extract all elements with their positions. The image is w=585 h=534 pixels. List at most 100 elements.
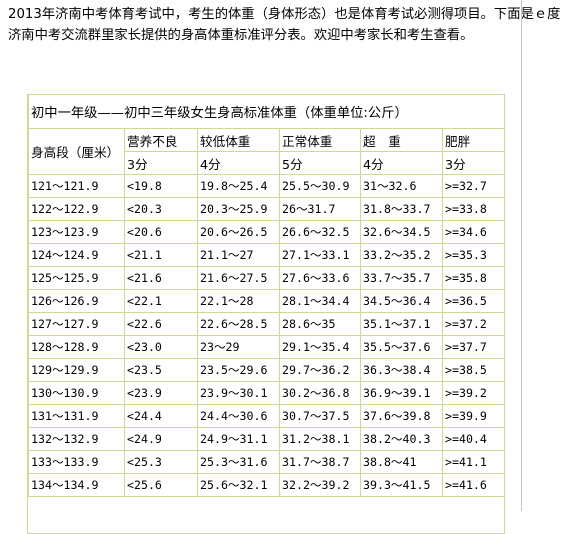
column-header-score: 3分 bbox=[124, 151, 198, 175]
height-range-cell: 129～129.9 bbox=[28, 358, 125, 382]
height-range-cell: 121～121.9 bbox=[28, 174, 125, 198]
weight-range-cell: 31～32.6 bbox=[360, 174, 443, 198]
weight-range-cell: <24.9 bbox=[124, 427, 198, 451]
weight-range-cell: >=37.7 bbox=[441, 335, 504, 359]
weight-range-cell: 31.7～38.7 bbox=[279, 450, 361, 474]
weight-range-cell: 34.5～36.4 bbox=[360, 289, 443, 313]
weight-range-cell: 22.6～28.5 bbox=[197, 312, 280, 336]
table-row: 131～131.9 <24.4 24.4～30.6 30.7～37.5 37.6～39.… bbox=[28, 404, 504, 428]
weight-range-cell: 27.1～33.1 bbox=[279, 243, 361, 267]
table-row: 123～123.9 <20.6 20.6～26.5 26.6～32.5 32.6～34.… bbox=[28, 220, 504, 244]
intro-paragraph: 2013年济南中考体育考试中，考生的体重（身体形态）也是体育考试必测得项目。下面… bbox=[8, 7, 561, 43]
weight-range-cell: <25.6 bbox=[124, 473, 198, 497]
weight-range-cell: <19.8 bbox=[124, 174, 198, 198]
column-header-score: 3分 bbox=[441, 151, 504, 175]
table-row: 125～125.9 <21.6 21.6～27.5 27.6～33.6 33.7～35.… bbox=[28, 266, 504, 290]
weight-range-cell: 20.6～26.5 bbox=[197, 220, 280, 244]
height-range-cell: 130～130.9 bbox=[28, 381, 125, 405]
weight-range-cell: 23.9～30.1 bbox=[197, 381, 280, 405]
weight-range-cell: <20.3 bbox=[124, 197, 198, 221]
weight-range-cell: 29.1～35.4 bbox=[279, 335, 361, 359]
weight-range-cell: >=32.7 bbox=[441, 174, 504, 198]
weight-range-cell: <23.0 bbox=[124, 335, 198, 359]
weight-range-cell: 26～31.7 bbox=[279, 197, 361, 221]
weight-range-cell: <22.1 bbox=[124, 289, 198, 313]
weight-range-cell: 29.7～36.2 bbox=[279, 358, 361, 382]
weight-range-cell: <24.4 bbox=[124, 404, 198, 428]
table-row: 122～122.9 <20.3 20.3～25.9 26～31.7 31.8～33.7 >… bbox=[28, 197, 504, 221]
weight-range-cell: >=35.3 bbox=[441, 243, 504, 267]
weight-range-cell: >=33.8 bbox=[441, 197, 504, 221]
column-header-score: 5分 bbox=[279, 151, 361, 175]
weight-range-cell: <23.9 bbox=[124, 381, 198, 405]
weight-range-cell: 31.8～33.7 bbox=[360, 197, 443, 221]
weight-range-cell: 27.6～33.6 bbox=[279, 266, 361, 290]
weight-range-cell: 36.9～39.1 bbox=[360, 381, 443, 405]
weight-range-cell: 21.1～27 bbox=[197, 243, 280, 267]
table-row: 133～133.9 <25.3 25.3～31.6 31.7～38.7 38.8～41 >… bbox=[28, 450, 504, 474]
weight-range-cell: >=41.1 bbox=[441, 450, 504, 474]
weight-range-cell: 25.3～31.6 bbox=[197, 450, 280, 474]
table-row: 130～130.9 <23.9 23.9～30.1 30.2～36.8 36.9～39.… bbox=[28, 381, 504, 405]
height-range-cell: 133～133.9 bbox=[28, 450, 125, 474]
weight-range-cell: <21.6 bbox=[124, 266, 198, 290]
weight-range-cell: 38.2～40.3 bbox=[360, 427, 443, 451]
column-header-label: 肥胖 bbox=[441, 128, 504, 152]
column-header-label: 超 重 bbox=[360, 128, 443, 152]
weight-range-cell: 30.7～37.5 bbox=[279, 404, 361, 428]
height-range-cell: 131～131.9 bbox=[28, 404, 125, 428]
height-range-header: 身高段（厘米） bbox=[28, 128, 125, 175]
table-row: 132～132.9 <24.9 24.9～31.1 31.2～38.1 38.2～40.… bbox=[28, 427, 504, 451]
weight-range-cell: <25.3 bbox=[124, 450, 198, 474]
weight-range-cell: 38.8～41 bbox=[360, 450, 443, 474]
header-row-labels: 身高段（厘米） 营养不良 较低体重 正常体重 超 重 肥胖 bbox=[28, 128, 504, 175]
height-range-cell: 134～134.9 bbox=[28, 473, 125, 497]
weight-range-cell: 25.5～30.9 bbox=[279, 174, 361, 198]
height-range-cell: 132～132.9 bbox=[28, 427, 125, 451]
height-range-cell: 127～127.9 bbox=[28, 312, 125, 336]
column-header-score: 4分 bbox=[197, 151, 280, 175]
weight-range-cell: <21.1 bbox=[124, 243, 198, 267]
height-range-cell: 125～125.9 bbox=[28, 266, 125, 290]
weight-range-cell: 23～29 bbox=[197, 335, 280, 359]
weight-range-cell: 35.5～37.6 bbox=[360, 335, 443, 359]
weight-range-cell: 28.6～35 bbox=[279, 312, 361, 336]
weight-range-cell: 24.4～30.6 bbox=[197, 404, 280, 428]
weight-range-cell: >=41.6 bbox=[441, 473, 504, 497]
height-range-cell: 123～123.9 bbox=[28, 220, 125, 244]
height-range-cell: 122～122.9 bbox=[28, 197, 125, 221]
weight-range-cell: <22.6 bbox=[124, 312, 198, 336]
weight-range-cell: >=39.2 bbox=[441, 381, 504, 405]
column-header-label: 正常体重 bbox=[279, 128, 361, 152]
weight-range-cell: <23.5 bbox=[124, 358, 198, 382]
weight-range-cell: 21.6～27.5 bbox=[197, 266, 280, 290]
weight-range-cell: 26.6～32.5 bbox=[279, 220, 361, 244]
table-row: 121～121.9 <19.8 19.8～25.4 25.5～30.9 31～32.6 >… bbox=[28, 174, 504, 198]
weight-range-cell: >=35.8 bbox=[441, 266, 504, 290]
weight-range-cell: 22.1～28 bbox=[197, 289, 280, 313]
weight-range-cell: 39.3～41.5 bbox=[360, 473, 443, 497]
weight-range-cell: 23.5～29.6 bbox=[197, 358, 280, 382]
column-header-label: 营养不良 bbox=[124, 128, 198, 152]
height-range-cell: 124～124.9 bbox=[28, 243, 125, 267]
weight-standard-table-container: 初中一年级——初中三年级女生身高标准体重（体重单位:公斤） 身高段（厘米） 营养… bbox=[27, 94, 505, 534]
weight-range-cell: 35.1～37.1 bbox=[360, 312, 443, 336]
weight-range-cell: 32.6～34.5 bbox=[360, 220, 443, 244]
table-title: 初中一年级——初中三年级女生身高标准体重（体重单位:公斤） bbox=[28, 95, 504, 129]
header-row-scores: 3分 4分 5分 4分 3分 bbox=[29, 151, 504, 175]
weight-range-cell: >=37.2 bbox=[441, 312, 504, 336]
table-row: 129～129.9 <23.5 23.5～29.6 29.7～36.2 36.3～38.… bbox=[28, 358, 504, 382]
height-range-cell: 126～126.9 bbox=[28, 289, 125, 313]
weight-range-cell: 37.6～39.8 bbox=[360, 404, 443, 428]
table-title-row: 初中一年级——初中三年级女生身高标准体重（体重单位:公斤） bbox=[28, 95, 504, 129]
column-header-score: 4分 bbox=[360, 151, 443, 175]
table-row: 128～128.9 <23.0 23～29 29.1～35.4 35.5～37.6 >=3… bbox=[28, 335, 504, 359]
weight-range-cell: 32.2～39.2 bbox=[279, 473, 361, 497]
weight-range-cell: 24.9～31.1 bbox=[197, 427, 280, 451]
weight-range-cell: >=36.5 bbox=[441, 289, 504, 313]
weight-range-cell: >=34.6 bbox=[441, 220, 504, 244]
table-row: 124～124.9 <21.1 21.1～27 27.1～33.1 33.2～35.2 >… bbox=[28, 243, 504, 267]
weight-range-cell: 19.8～25.4 bbox=[197, 174, 280, 198]
weight-range-cell: 20.3～25.9 bbox=[197, 197, 280, 221]
height-range-cell: 128～128.9 bbox=[28, 335, 125, 359]
